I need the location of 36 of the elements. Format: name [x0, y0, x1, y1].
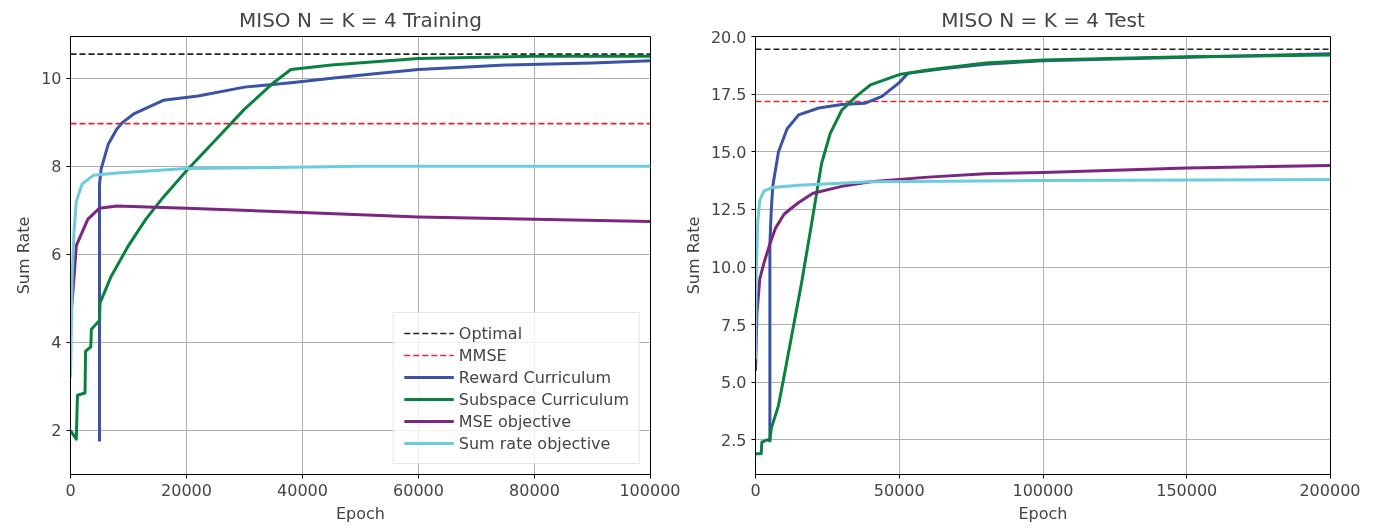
x-tick-label: 40000: [277, 480, 328, 500]
x-tick-label: 80000: [509, 480, 560, 500]
x-tick-label: 0: [65, 480, 76, 500]
x-tick-label: 200000: [1299, 480, 1361, 500]
x-tick-label: 50000: [873, 480, 925, 500]
y-tick-label: 20.0: [710, 27, 747, 47]
y-tick-label: 15.0: [710, 142, 747, 162]
x-tick-label: 20000: [161, 480, 212, 500]
x-tick-label: 0: [750, 480, 761, 500]
y-tick-label: 6: [51, 245, 62, 265]
legend-label: Reward Curriculum: [458, 367, 612, 387]
y-tick-label: 2: [51, 421, 62, 441]
x-tick-label: 60000: [393, 480, 444, 500]
y-tick-label: 5.0: [721, 373, 747, 393]
y-tick-label: 2.5: [721, 430, 747, 450]
y-tick-label: 17.5: [710, 85, 747, 105]
legend-label: Sum rate objective: [458, 433, 611, 453]
y-axis-title: Sum Rate: [14, 216, 34, 295]
y-tick-label: 12.5: [710, 200, 747, 220]
x-tick-label: 100000: [619, 480, 681, 500]
y-tick-label: 7.5: [721, 315, 747, 335]
x-axis-title: Epoch: [336, 503, 385, 523]
legend-label: MSE objective: [458, 411, 571, 431]
legend-label: MMSE: [458, 345, 507, 365]
y-tick-label: 10.0: [710, 258, 747, 278]
x-axis-title: Epoch: [1018, 503, 1068, 523]
y-axis-title: Sum Rate: [683, 216, 703, 295]
y-tick-label: 8: [51, 157, 62, 177]
legend-label: Optimal: [458, 323, 523, 343]
chart-title: MISO N = K = 4 Training: [239, 7, 482, 32]
y-tick-label: 10: [41, 69, 62, 89]
chart-title: MISO N = K = 4 Test: [941, 7, 1145, 32]
y-tick-label: 4: [51, 333, 62, 353]
legend-label: Subspace Curriculum: [458, 389, 629, 409]
x-tick-label: 150000: [1156, 480, 1218, 500]
x-tick-label: 100000: [1012, 480, 1074, 500]
